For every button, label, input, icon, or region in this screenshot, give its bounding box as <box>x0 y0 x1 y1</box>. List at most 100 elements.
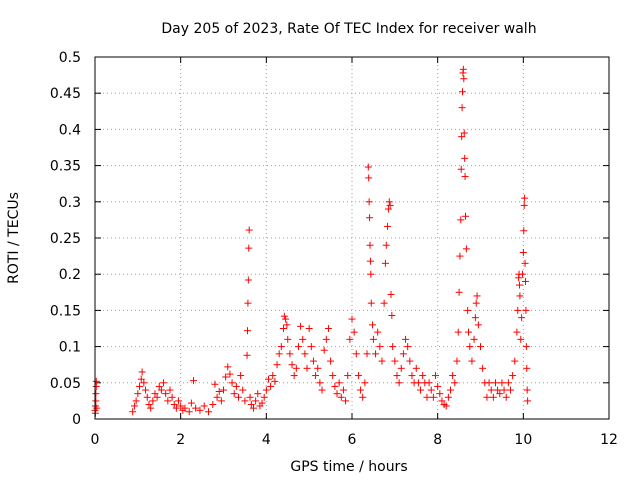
x-axis-label: GPS time / hours <box>290 459 407 475</box>
data-point <box>324 325 332 332</box>
data-point <box>456 252 464 260</box>
data-point <box>151 390 159 398</box>
data-point <box>305 325 313 332</box>
data-point <box>376 343 384 351</box>
data-point <box>384 205 392 213</box>
data-point <box>514 306 522 314</box>
data-point <box>209 401 217 409</box>
data-point <box>459 88 467 96</box>
data-point <box>228 379 236 387</box>
data-point <box>504 379 512 387</box>
data-point <box>327 357 335 365</box>
y-tick-label: 0.15 <box>50 303 81 319</box>
x-tick-label: 0 <box>91 432 100 448</box>
data-point <box>523 364 531 372</box>
data-point <box>382 241 390 249</box>
x-tick-label: 8 <box>433 432 442 448</box>
data-point <box>166 386 174 394</box>
data-point <box>333 390 341 398</box>
data-point <box>460 75 468 83</box>
data-point <box>297 322 305 330</box>
data-point <box>447 386 455 394</box>
data-point <box>517 335 525 343</box>
data-point <box>479 364 487 372</box>
data-point <box>385 198 393 206</box>
data-point <box>162 390 170 398</box>
data-point <box>282 315 290 323</box>
data-point <box>389 343 397 351</box>
data-point <box>292 364 300 372</box>
data-point <box>464 306 472 314</box>
data-point <box>264 375 272 383</box>
data-point <box>145 401 153 409</box>
data-point <box>175 397 183 405</box>
y-tick-label: 0.3 <box>59 195 81 211</box>
data-point <box>374 328 382 336</box>
data-point <box>352 350 360 358</box>
data-point <box>494 386 502 394</box>
data-point <box>412 364 420 372</box>
data-point <box>170 401 178 409</box>
data-point <box>404 343 412 351</box>
data-point <box>455 288 463 296</box>
data-point <box>384 222 392 230</box>
data-point <box>429 393 437 401</box>
data-point <box>496 390 504 398</box>
data-point <box>138 368 146 376</box>
y-tick-label: 0.4 <box>59 122 81 138</box>
data-point <box>381 259 389 267</box>
data-point <box>196 406 204 414</box>
data-point <box>92 397 100 405</box>
data-point <box>487 386 495 394</box>
data-point <box>335 379 343 387</box>
data-point <box>367 299 375 307</box>
data-point <box>314 364 322 372</box>
data-point <box>393 372 401 380</box>
data-point <box>369 321 377 329</box>
data-point <box>518 270 526 278</box>
data-point <box>185 408 193 416</box>
data-point <box>129 408 137 416</box>
y-tick-label: 0.25 <box>50 231 81 247</box>
data-point <box>457 165 465 173</box>
data-point <box>143 393 151 401</box>
data-point <box>230 390 238 398</box>
y-tick-labels: 0 0.05 0.1 0.15 0.2 0.25 0.3 0.35 0.4 0.45 0.5 <box>50 50 81 428</box>
data-point <box>232 382 240 390</box>
data-point <box>348 315 356 323</box>
data-point <box>147 404 155 412</box>
data-point <box>246 393 254 401</box>
data-point <box>153 393 161 401</box>
data-point <box>521 194 529 202</box>
data-point <box>442 402 450 410</box>
data-point <box>458 133 466 141</box>
data-point <box>524 397 532 405</box>
y-axis-label: ROTI / TECUs <box>6 192 22 284</box>
data-point <box>364 163 372 171</box>
data-point <box>288 361 296 369</box>
data-point <box>277 343 285 351</box>
data-point <box>247 401 255 409</box>
data-point <box>365 198 373 206</box>
data-point <box>461 172 469 180</box>
data-point <box>215 387 223 395</box>
x-tick-label: 12 <box>600 432 618 448</box>
data-point <box>366 241 374 249</box>
data-point <box>130 402 138 410</box>
data-point <box>522 343 530 351</box>
data-point <box>92 390 100 398</box>
data-point <box>432 372 440 380</box>
data-point <box>500 386 508 394</box>
y-tick-label: 0.5 <box>59 50 81 66</box>
data-point <box>423 393 431 401</box>
data-point <box>359 393 367 401</box>
data-point <box>294 343 302 351</box>
data-point <box>200 402 208 410</box>
data-point <box>149 397 157 405</box>
data-point <box>192 404 200 412</box>
data-point <box>523 386 531 394</box>
data-point <box>269 372 277 380</box>
data-point <box>408 372 416 380</box>
data-point <box>427 386 435 394</box>
data-point <box>283 321 291 329</box>
